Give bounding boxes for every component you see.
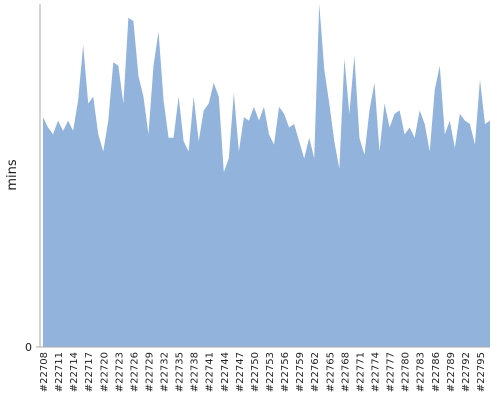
x-tick-label: #22777	[386, 352, 397, 392]
x-tick-label: #22726	[129, 352, 140, 392]
x-tick-label: #22711	[54, 352, 65, 392]
x-tick-label: #22720	[99, 352, 110, 392]
x-tick-label: #22717	[84, 352, 95, 392]
y-tick-label: 0	[25, 341, 32, 354]
x-tick-label: #22759	[295, 352, 306, 392]
x-tick-label: #22768	[340, 352, 351, 392]
x-tick-label: #22741	[205, 352, 216, 392]
y-axis-label: mins	[5, 159, 20, 191]
x-tick-label: #22795	[476, 352, 487, 392]
x-tick-label: #22729	[144, 352, 155, 392]
x-tick-label: #22738	[190, 352, 201, 392]
x-tick-label: #22786	[431, 352, 442, 392]
x-tick-label: #22714	[69, 352, 80, 392]
x-tick-label: #22783	[416, 352, 427, 392]
x-tick-label: #22765	[325, 352, 336, 392]
x-tick-label: #22792	[461, 352, 472, 392]
x-tick-label: #22753	[265, 352, 276, 392]
x-tick-label: #22723	[114, 352, 125, 392]
x-tick-label: #22750	[250, 352, 261, 392]
x-tick-label: #22780	[401, 352, 412, 392]
x-tick-label: #22735	[175, 352, 186, 392]
x-tick-label: #22747	[235, 352, 246, 392]
x-tick-label: #22732	[160, 352, 171, 392]
x-tick-label: #22708	[39, 352, 50, 392]
x-tick-label: #22744	[220, 352, 231, 392]
x-tick-label: #22771	[355, 352, 366, 392]
x-tick-label: #22756	[280, 352, 291, 392]
x-tick-label: #22774	[370, 352, 381, 392]
x-tick-label: #22789	[446, 352, 457, 392]
area	[43, 4, 490, 347]
x-tick-label: #22762	[310, 352, 321, 392]
